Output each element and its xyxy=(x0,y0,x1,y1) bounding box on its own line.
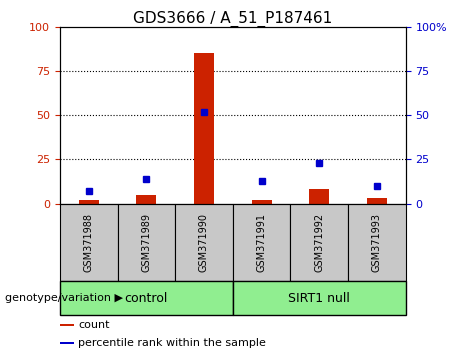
Bar xyxy=(175,204,233,281)
Text: GSM371993: GSM371993 xyxy=(372,213,382,272)
Bar xyxy=(194,53,214,204)
Text: SIRT1 null: SIRT1 null xyxy=(288,292,350,305)
Bar xyxy=(367,198,387,204)
Bar xyxy=(252,200,272,204)
Title: GDS3666 / A_51_P187461: GDS3666 / A_51_P187461 xyxy=(133,10,332,27)
Text: GSM371988: GSM371988 xyxy=(84,213,94,272)
Text: genotype/variation ▶: genotype/variation ▶ xyxy=(5,293,123,303)
Bar xyxy=(290,204,348,281)
Text: count: count xyxy=(78,320,110,330)
Bar xyxy=(233,281,406,315)
Text: control: control xyxy=(124,292,168,305)
Text: percentile rank within the sample: percentile rank within the sample xyxy=(78,338,266,348)
Bar xyxy=(118,204,175,281)
Bar xyxy=(233,204,290,281)
Bar xyxy=(348,204,406,281)
Text: GSM371991: GSM371991 xyxy=(257,213,266,272)
Text: GSM371992: GSM371992 xyxy=(314,213,324,272)
Bar xyxy=(309,189,329,204)
Text: GSM371990: GSM371990 xyxy=(199,213,209,272)
Bar xyxy=(136,195,156,204)
Text: GSM371989: GSM371989 xyxy=(142,213,151,272)
Bar xyxy=(60,324,74,326)
Bar xyxy=(60,204,118,281)
Bar xyxy=(60,342,74,344)
Bar xyxy=(60,281,233,315)
Bar xyxy=(79,200,99,204)
